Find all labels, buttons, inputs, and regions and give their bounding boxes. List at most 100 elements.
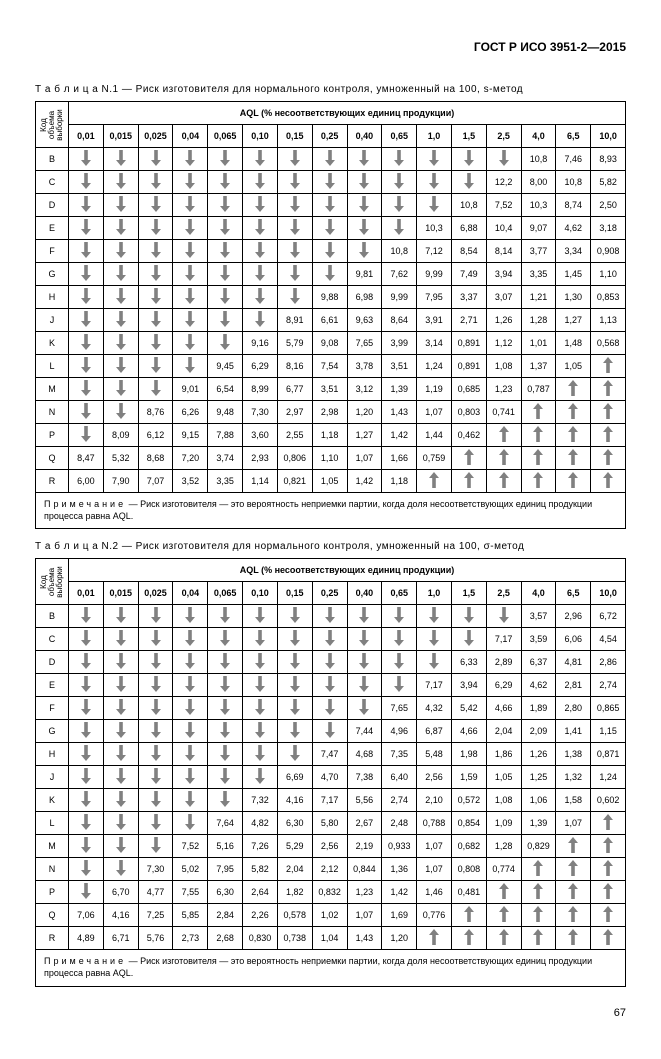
data-cell: 1,20 [382,927,417,950]
aql-col: 0,10 [243,582,278,605]
data-cell: 3,94 [486,263,521,286]
arrow-down-cell [277,674,312,697]
rowhead: Кодобъемавыборки [36,559,69,605]
data-cell: 4,66 [451,720,486,743]
arrow-down-cell [243,605,278,628]
arrow-down-cell [208,171,243,194]
arrow-down-cell [347,217,382,240]
data-cell: 1,86 [486,743,521,766]
data-cell: 2,84 [208,904,243,927]
data-cell: 4,32 [417,697,452,720]
row-code: C [36,171,69,194]
data-cell: 1,26 [521,743,556,766]
table-note: Примечание — Риск изготовителя — это вер… [35,493,626,529]
data-cell: 1,36 [382,858,417,881]
data-cell: 7,90 [103,470,138,493]
arrow-down-cell [347,651,382,674]
data-cell: 1,24 [417,355,452,378]
data-cell: 3,91 [417,309,452,332]
data-cell: 1,07 [417,835,452,858]
arrow-up-cell [521,401,556,424]
arrow-down-cell [103,766,138,789]
arrow-down-cell [347,697,382,720]
arrow-down-cell [138,263,173,286]
aql-col: 0,10 [243,125,278,148]
arrow-down-cell [208,628,243,651]
arrow-up-cell [451,447,486,470]
arrow-down-cell [173,171,208,194]
data-cell: 1,43 [347,927,382,950]
arrow-down-cell [208,217,243,240]
arrow-down-cell [243,720,278,743]
arrow-down-cell [173,697,208,720]
row-code: D [36,651,69,674]
arrow-down-cell [69,401,104,424]
data-cell: 2,97 [277,401,312,424]
arrow-down-cell [243,697,278,720]
data-cell: 1,02 [312,904,347,927]
arrow-down-cell [103,309,138,332]
arrow-down-cell [312,217,347,240]
arrow-up-cell [451,927,486,950]
row-code: J [36,309,69,332]
arrow-down-cell [138,240,173,263]
data-cell: 1,42 [382,881,417,904]
data-cell: 2,89 [486,651,521,674]
data-cell: 1,12 [486,332,521,355]
aql-col: 0,015 [103,582,138,605]
data-cell: 0,602 [591,789,626,812]
data-cell: 2,81 [556,674,591,697]
aql-col: 0,065 [208,582,243,605]
arrow-down-cell [69,240,104,263]
arrow-down-cell [312,240,347,263]
data-cell: 1,09 [486,812,521,835]
aql-col: 10,0 [591,582,626,605]
arrow-down-cell [208,789,243,812]
data-cell: 7,65 [347,332,382,355]
data-cell: 1,05 [486,766,521,789]
arrow-up-cell [451,904,486,927]
arrow-down-cell [347,628,382,651]
arrow-down-cell [103,217,138,240]
row-code: B [36,148,69,171]
arrow-down-cell [69,674,104,697]
data-cell: 0,933 [382,835,417,858]
data-cell: 0,803 [451,401,486,424]
data-cell: 2,50 [591,194,626,217]
arrow-up-cell [556,881,591,904]
data-cell: 6,70 [103,881,138,904]
data-cell: 6,40 [382,766,417,789]
arrow-up-cell [417,927,452,950]
data-cell: 3,60 [243,424,278,447]
arrow-down-cell [69,286,104,309]
aql-col: 6,5 [556,125,591,148]
data-cell: 1,58 [556,789,591,812]
data-cell: 3,12 [347,378,382,401]
data-cell: 4,16 [103,904,138,927]
data-cell: 9,88 [312,286,347,309]
row-code: H [36,743,69,766]
aql-col: 0,25 [312,125,347,148]
data-cell: 1,20 [347,401,382,424]
data-cell: 10,8 [521,148,556,171]
arrow-down-cell [243,217,278,240]
data-cell: 5,32 [103,447,138,470]
data-cell: 6,77 [277,378,312,401]
arrow-down-cell [277,605,312,628]
arrow-down-cell [173,720,208,743]
arrow-down-cell [277,286,312,309]
data-cell: 8,14 [486,240,521,263]
aql-header: AQL (% несоответствующих единиц продукци… [69,102,626,125]
aql-col: 0,025 [138,582,173,605]
arrow-down-cell [382,605,417,628]
arrow-down-cell [138,651,173,674]
data-cell: 4,16 [277,789,312,812]
data-cell: 5,82 [591,171,626,194]
arrow-up-cell [591,424,626,447]
data-cell: 4,68 [347,743,382,766]
data-cell: 1,32 [556,766,591,789]
data-cell: 2,48 [382,812,417,835]
arrow-down-cell [243,766,278,789]
data-cell: 1,01 [521,332,556,355]
data-cell: 0,832 [312,881,347,904]
